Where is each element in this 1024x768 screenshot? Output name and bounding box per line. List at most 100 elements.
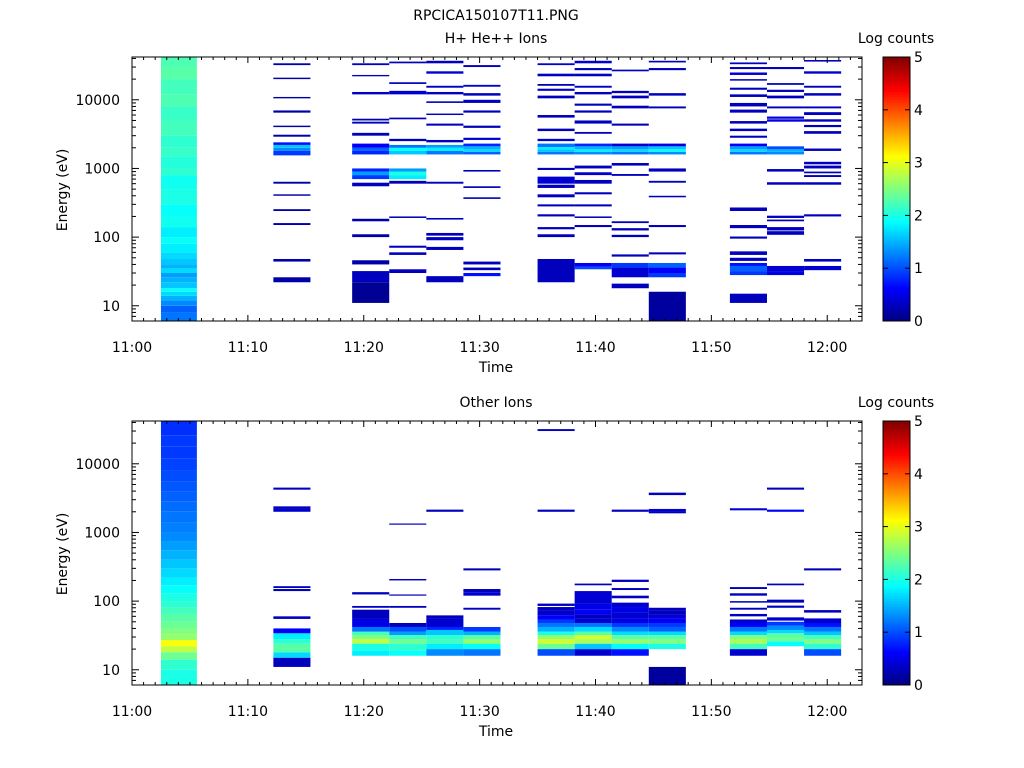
- heatmap-cell: [537, 603, 575, 606]
- heatmap-cell: [648, 614, 686, 619]
- heatmap-cell: [389, 643, 427, 651]
- heatmap-cell: [574, 626, 612, 632]
- heatmap-cell: [273, 181, 311, 184]
- heatmap-cell: [729, 626, 767, 632]
- heatmap-data: [160, 57, 842, 321]
- heatmap-cell: [804, 131, 842, 134]
- colorbar-segment: [883, 207, 910, 211]
- heatmap-cell: [648, 146, 686, 150]
- heatmap-cell: [273, 628, 311, 634]
- colorbar-segment: [883, 112, 910, 116]
- colorbar-segment: [883, 62, 910, 66]
- heatmap-cell: [537, 214, 575, 217]
- heatmap-cell: [352, 91, 390, 95]
- heatmap-cell: [426, 635, 464, 640]
- heatmap-cell: [648, 631, 686, 636]
- heatmap-cell: [648, 151, 686, 155]
- heatmap-cell: [804, 265, 842, 271]
- colorbar-segment: [883, 579, 910, 583]
- heatmap-cell: [804, 175, 842, 178]
- heatmap-cell: [804, 71, 842, 74]
- heatmap-cell: [804, 59, 842, 62]
- heatmap-cell: [729, 121, 767, 124]
- heatmap-cell: [574, 151, 612, 155]
- heatmap-cell: [648, 618, 686, 623]
- heatmap-cell: [426, 217, 464, 220]
- x-tick-label: 11:00: [112, 704, 152, 720]
- heatmap-cell: [804, 165, 842, 169]
- colorbar-segment: [883, 592, 910, 596]
- heatmap-cell: [463, 151, 501, 155]
- colorbar-segment: [883, 223, 910, 227]
- heatmap-cell: [729, 146, 767, 150]
- heatmap-cell: [611, 649, 649, 656]
- heatmap-cell: [804, 93, 842, 96]
- colorbar-segment: [883, 115, 910, 119]
- heatmap-cell: [273, 96, 311, 99]
- heatmap-cell: [352, 605, 390, 608]
- heatmap-cell: [729, 67, 767, 70]
- heatmap-cell: [463, 261, 501, 265]
- colorbar-segment: [883, 136, 910, 140]
- heatmap-cell: [766, 169, 805, 172]
- colorbar-segment: [883, 276, 910, 280]
- heatmap-cell: [537, 95, 575, 99]
- heatmap-cell: [463, 568, 501, 571]
- heatmap-cell: [463, 592, 501, 596]
- heatmap-cell: [273, 209, 311, 212]
- x-tick-label: 12:00: [807, 340, 847, 356]
- heatmap-cell: [648, 262, 686, 268]
- heatmap-cell: [729, 271, 767, 276]
- heatmap-cell: [537, 509, 575, 512]
- heatmap-cell: [729, 587, 767, 590]
- colorbar-label: Log counts: [858, 31, 934, 47]
- heatmap-cell: [574, 179, 612, 184]
- colorbar-segment: [883, 479, 910, 483]
- heatmap-cell: [352, 626, 390, 632]
- y-axis-label: Energy (eV): [55, 513, 71, 596]
- heatmap-cell: [160, 312, 197, 321]
- y-tick-label: 10: [102, 299, 120, 315]
- heatmap-cell: [273, 144, 311, 148]
- x-tick-label: 11:10: [228, 340, 268, 356]
- heatmap-cell: [574, 643, 612, 650]
- x-tick-label: 11:30: [459, 704, 499, 720]
- heatmap-cell: [160, 300, 197, 306]
- heatmap-cell: [426, 150, 464, 155]
- heatmap-cell: [426, 276, 464, 283]
- heatmap-cell: [766, 116, 805, 119]
- heatmap-cell: [574, 60, 612, 64]
- colorbar-segment: [883, 444, 910, 448]
- x-tick-label: 12:00: [807, 704, 847, 720]
- heatmap-cell: [574, 91, 612, 95]
- heatmap-cell: [611, 579, 649, 582]
- heatmap-cell: [160, 258, 197, 265]
- heatmap-cell: [537, 631, 575, 636]
- y-tick-label: 100: [93, 230, 120, 246]
- heatmap-cell: [611, 105, 649, 109]
- heatmap-cell: [160, 446, 197, 459]
- heatmap-cell: [611, 612, 649, 619]
- colorbar-segment: [883, 637, 910, 641]
- heatmap-cell: [273, 633, 311, 640]
- heatmap-cell: [352, 63, 390, 66]
- colorbar-segment: [883, 674, 910, 678]
- colorbar-segment: [883, 626, 910, 630]
- heatmap-data: [160, 421, 842, 685]
- colorbar-segment: [883, 231, 910, 235]
- colorbar-segment: [883, 268, 910, 272]
- heatmap-cell: [804, 639, 842, 644]
- heatmap-cell: [273, 643, 311, 653]
- heatmap-cell: [160, 481, 197, 492]
- colorbar-segment: [883, 218, 910, 222]
- heatmap-cell: [160, 652, 197, 660]
- colorbar-segment: [883, 297, 910, 301]
- heatmap-cell: [766, 629, 805, 634]
- colorbar-segment: [883, 677, 910, 681]
- heatmap-cell: [352, 592, 390, 595]
- heatmap-cell: [611, 149, 649, 152]
- heatmap-cell: [766, 641, 805, 647]
- heatmap-cell: [426, 639, 464, 644]
- heatmap-cell: [463, 65, 501, 68]
- heatmap-cell: [273, 110, 311, 113]
